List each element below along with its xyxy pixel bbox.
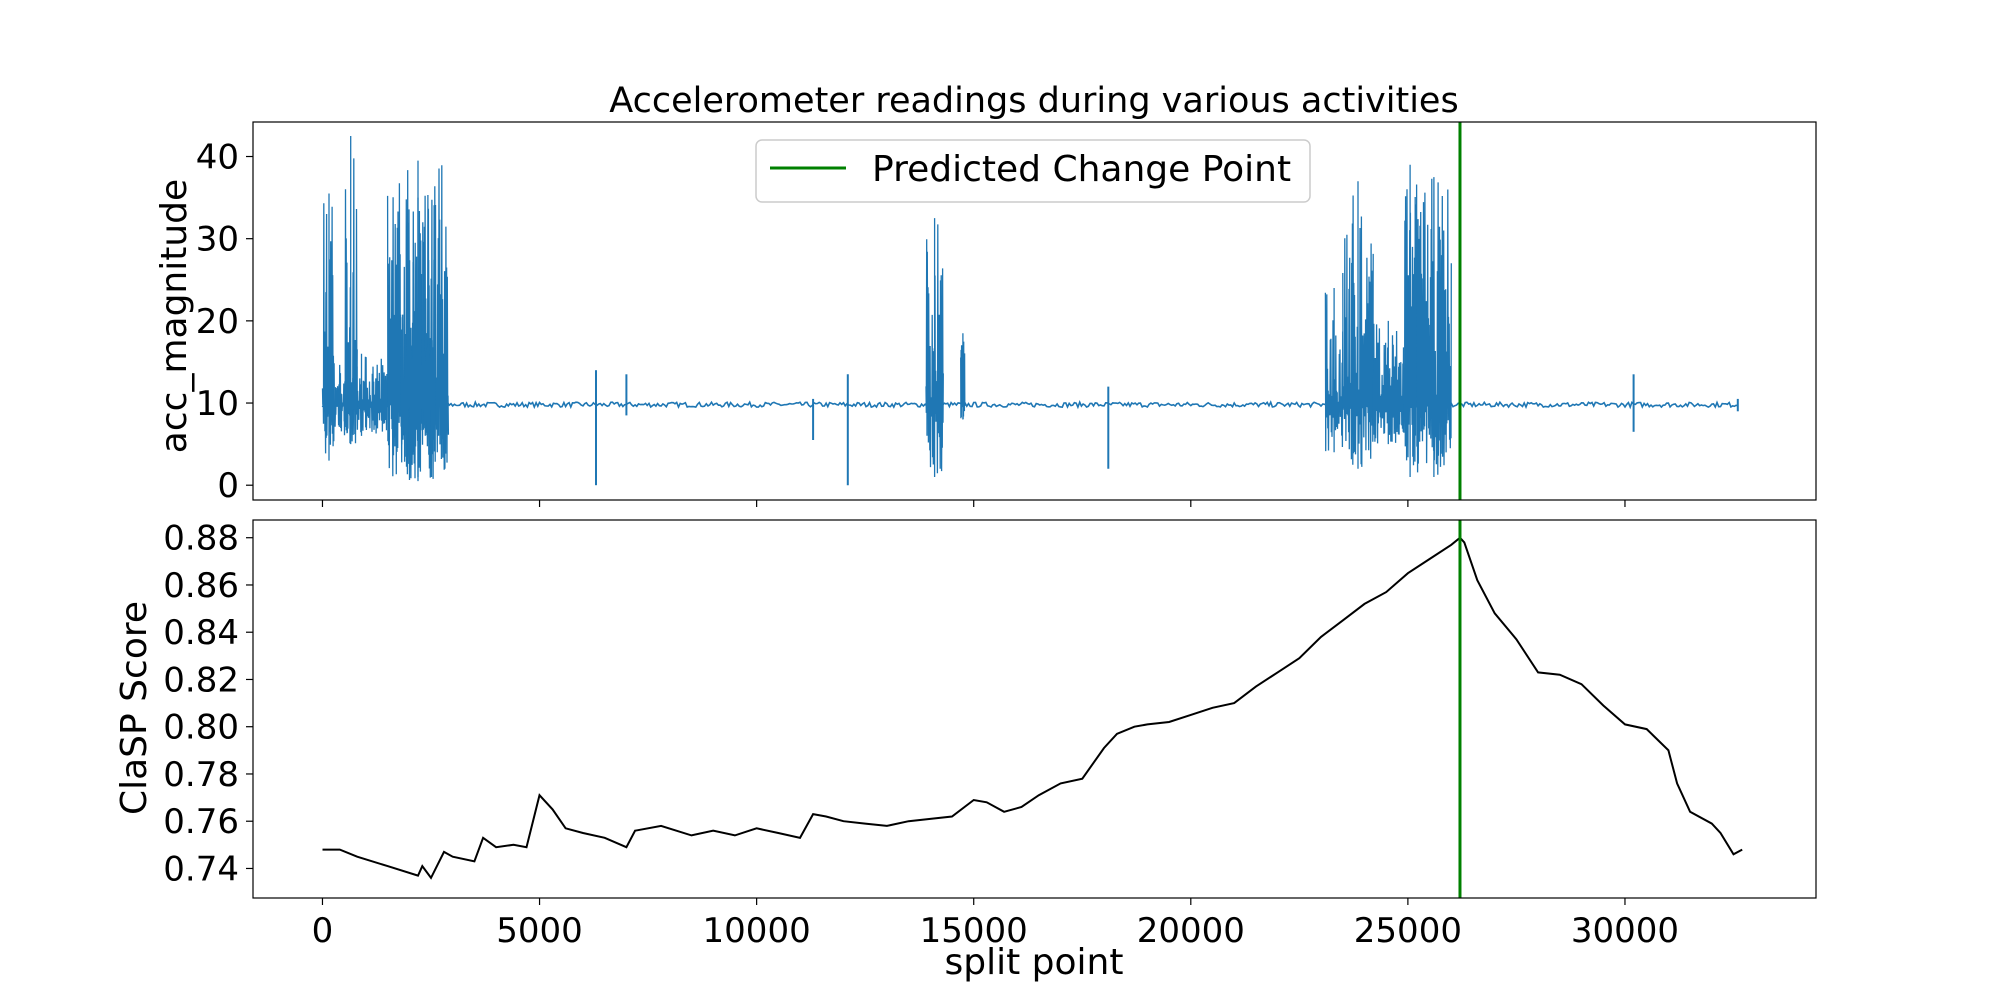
bottom-y-tick-label: 0.84	[163, 613, 239, 653]
bottom-x-tick-label: 15000	[920, 911, 1028, 951]
chart-title: Accelerometer readings during various ac…	[609, 81, 1458, 121]
top-y-tick-label: 30	[196, 220, 239, 260]
top-x-ticks	[321, 500, 1626, 507]
acc-magnitude-bursts	[321, 136, 1739, 486]
acc-magnitude-burst	[343, 136, 358, 445]
acc-magnitude-burst	[1342, 181, 1374, 469]
bottom-x-axis-label: split point	[945, 942, 1124, 983]
bottom-panel: ClaSP Score split point 0.74 0.76 0.78 0.80…	[114, 519, 1817, 983]
bottom-x-tick-label: 10000	[703, 911, 811, 951]
acc-magnitude-burst	[399, 197, 437, 478]
bottom-y-tick-label: 0.78	[163, 755, 239, 795]
clasp-score-series-line	[322, 536, 1743, 880]
bottom-y-tick-label: 0.74	[163, 849, 239, 889]
acc-magnitude-burst	[334, 353, 389, 436]
top-plot-frame	[252, 121, 1817, 501]
legend-box	[755, 139, 1311, 203]
bottom-x-tick-label: 0	[312, 911, 334, 951]
acc-magnitude-burst	[925, 218, 944, 477]
bottom-y-tick-label: 0.86	[163, 566, 239, 606]
bottom-x-tick-label: 5000	[496, 911, 583, 951]
acc-magnitude-burst	[1324, 288, 1344, 453]
bottom-x-tick-label: 30000	[1571, 911, 1679, 951]
acc-magnitude-burst	[1402, 164, 1418, 477]
top-y-tick-label: 10	[196, 384, 239, 424]
top-panel: Accelerometer readings during various ac…	[154, 81, 1817, 507]
bottom-x-ticks: 0 5000 10000 15000 20000 25000 30000	[312, 898, 1679, 951]
top-y-ticks: 0 10 20 30 40	[196, 138, 253, 506]
top-y-axis-label: acc_magnitude	[154, 179, 195, 453]
bottom-x-tick-label: 25000	[1354, 911, 1462, 951]
bottom-y-tick-label: 0.80	[163, 708, 239, 748]
acc-magnitude-burst	[1372, 320, 1405, 445]
bottom-y-tick-label: 0.82	[163, 660, 239, 700]
acc-magnitude-burst	[960, 333, 966, 420]
bottom-x-tick-label: 20000	[1137, 911, 1245, 951]
acc-magnitude-series-line	[321, 400, 1738, 410]
top-y-tick-label: 0	[217, 466, 239, 506]
top-y-tick-label: 40	[196, 138, 239, 178]
bottom-plot-frame	[252, 519, 1817, 899]
legend: Predicted Change Point	[755, 139, 1311, 203]
legend-label-change-point: Predicted Change Point	[872, 149, 1291, 190]
bottom-y-tick-label: 0.76	[163, 802, 239, 842]
bottom-y-tick-label: 0.88	[163, 519, 239, 559]
bottom-y-axis-label: ClaSP Score	[114, 601, 155, 815]
acc-magnitude-burst	[321, 193, 337, 461]
top-y-tick-label: 20	[196, 302, 239, 342]
bottom-y-ticks: 0.74 0.76 0.78 0.80 0.82 0.84 0.86 0.88	[163, 519, 253, 889]
acc-magnitude-burst	[1415, 177, 1452, 477]
